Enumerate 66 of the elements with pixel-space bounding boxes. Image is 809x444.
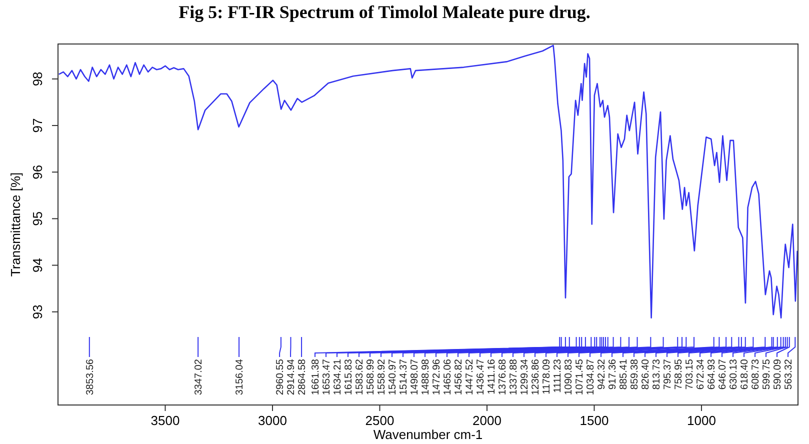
annotation: 1634.21 (332, 358, 344, 396)
x-axis-title: Wavenumber cm-1 (373, 427, 483, 442)
annotation: 795.37 (662, 358, 674, 390)
annotation: 1447.52 (464, 358, 476, 396)
annotation: 646.07 (718, 358, 728, 390)
annotation: 563.32 (784, 358, 794, 390)
annotation: 618.40 (740, 358, 750, 390)
x-tick-label: 2000 (472, 413, 502, 428)
x-tick-label: 3500 (150, 413, 180, 428)
annotation: 672.34 (696, 358, 706, 390)
y-tick-label: 98 (30, 72, 45, 86)
annotation: 3156.04 (234, 358, 246, 396)
annotation: 1376.68 (498, 358, 508, 396)
annotation: 2864.58 (297, 358, 308, 396)
annotation: 1090.83 (564, 358, 574, 396)
annotation: 859.38 (630, 358, 640, 390)
annotation: 590.09 (772, 358, 784, 390)
y-axis-title: Transmittance [%] (8, 172, 23, 277)
chart-title: Fig 5: FT-IR Spectrum of Timolol Maleate pure drug. (178, 2, 590, 22)
annotation: 917.36 (608, 358, 618, 390)
annotation: 1178.09 (542, 358, 552, 394)
x-tick-label: 3000 (258, 413, 287, 428)
annotation: 599.75 (762, 358, 772, 390)
y-tick-label: 97 (30, 118, 45, 133)
annotation: 1583.62 (354, 358, 366, 396)
annotation: 1299.34 (520, 358, 530, 396)
annotation: 664.93 (706, 358, 718, 390)
annotation: 1411.16 (486, 358, 498, 394)
x-tick-label: 2500 (365, 413, 394, 428)
annotation: 1034.87 (586, 358, 596, 396)
annotation: 1071.45 (574, 358, 586, 396)
line-series (58, 44, 798, 319)
annotation: 942.32 (596, 358, 608, 390)
annotation: 1514.37 (398, 358, 410, 396)
annotation: 1236.86 (530, 358, 542, 396)
annotation: 1615.83 (344, 358, 354, 396)
annotation: 3347.02 (194, 358, 205, 396)
annotation: 1540.97 (388, 358, 398, 396)
annotation: 1568.99 (366, 358, 376, 396)
annotation: 826.40 (640, 358, 652, 390)
y-tick-label: 94 (30, 258, 45, 272)
annotation: 758.95 (674, 358, 684, 390)
annotation: 3853.56 (84, 358, 96, 396)
annotation: 2914.94 (286, 358, 298, 396)
annotation: 885.41 (618, 358, 630, 390)
annotation: 1456.82 (454, 358, 464, 396)
annotation: 2960.55 (275, 358, 286, 396)
x-tick-label: 1000 (687, 413, 716, 428)
y-tick-label: 93 (30, 304, 45, 320)
annotation: 1472.96 (432, 358, 442, 396)
annotation: 1111.23 (552, 358, 564, 393)
annotation: 1498.07 (410, 358, 420, 396)
y-tick-label: 96 (30, 164, 45, 180)
annotation: 630.13 (728, 358, 740, 390)
annotation: 1558.92 (376, 358, 388, 396)
annotation: 1436.47 (476, 358, 486, 396)
annotation: 1465.06 (442, 358, 454, 396)
annotation: 1488.98 (420, 358, 432, 396)
annotation: 703.15 (684, 358, 696, 390)
annotation: 608.73 (750, 358, 762, 390)
annotation: 1653.47 (322, 358, 332, 396)
annotation: 1661.38 (310, 358, 322, 396)
annotation: 1337.88 (508, 358, 520, 396)
y-tick-label: 95 (30, 211, 45, 226)
x-tick-label: 1500 (580, 413, 609, 428)
annotation: 813.73 (652, 358, 662, 390)
